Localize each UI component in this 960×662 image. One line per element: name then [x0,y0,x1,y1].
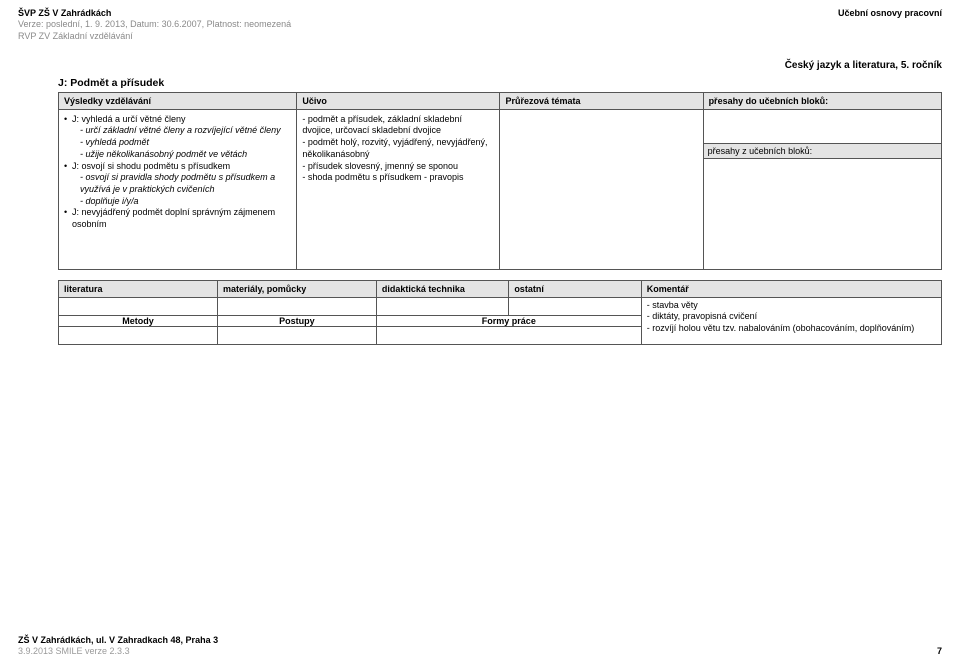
topic-title: J: Podmět a přísudek [58,77,942,89]
lh-komentar: Komentář [641,280,941,297]
lh-ostatni: ostatní [509,280,641,297]
lh-literatura: literatura [59,280,218,297]
header-left: ŠVP ZŠ V Zahrádkách Verze: poslední, 1. … [18,8,291,42]
main-table-header-row: Výsledky vzdělávání Učivo Průřezová téma… [59,92,942,109]
lh-metody: Metody [59,315,218,326]
pruz-cell [500,109,703,269]
lower-header-row: literatura materiály, pomůcky didaktická… [59,280,942,297]
header: ŠVP ZŠ V Zahrádkách Verze: poslední, 1. … [18,8,942,42]
cell-komentar: - stavba věty- diktáty, pravopisná cviče… [641,297,941,344]
cell-metody [59,326,218,344]
outcome-item: J: nevyjádřený podmět doplní správným zá… [64,207,291,230]
lh-postupy: Postupy [217,315,376,326]
outcome-sub: - osvojí si pravidla shody podmětu s pří… [72,172,291,195]
cell-didakticka [376,297,508,315]
lh-didakticka: didaktická technika [376,280,508,297]
footer: ZŠ V Zahrádkách, ul. V Zahradkach 48, Pr… [18,635,942,656]
cell-materialy [217,297,376,315]
outcome-sub: - vyhledá podmět [72,137,291,149]
footer-meta: 3.9.2013 SMILE verze 2.3.3 [18,646,130,656]
header-meta1: Verze: poslední, 1. 9. 2013, Datum: 30.6… [18,19,291,30]
main-table: Výsledky vzdělávání Učivo Průřezová téma… [58,92,942,270]
header-title: ŠVP ZŠ V Zahrádkách [18,8,291,19]
footer-address: ZŠ V Zahrádkách, ul. V Zahradkach 48, Pr… [18,635,942,645]
col-header-presahy: přesahy do učebních bloků: [703,92,941,109]
col-header-ucivo: Učivo [297,92,500,109]
header-right: Učební osnovy pracovní [838,8,942,18]
presahy-cell: přesahy z učebních bloků: [703,109,941,269]
cell-formy [376,326,641,344]
outcome-item: J: vyhledá a určí větné členy- určí zákl… [64,114,291,161]
page-number: 7 [937,646,942,656]
lower-row1: - stavba věty- diktáty, pravopisná cviče… [59,297,942,315]
cell-ostatni [509,297,641,315]
col-header-pruz: Průřezová témata [500,92,703,109]
outcomes-cell: J: vyhledá a určí větné členy- určí zákl… [59,109,297,269]
cell-literatura [59,297,218,315]
outcome-item: J: osvojí si shodu podmětu s přísudkem- … [64,161,291,208]
outcome-sub: - určí základní větné členy a rozvíjejíc… [72,125,291,137]
subject-line: Český jazyk a literatura, 5. ročník [18,60,942,71]
main-table-row: J: vyhledá a určí větné členy- určí zákl… [59,109,942,269]
lh-formy: Formy práce [376,315,641,326]
presahy-subheader: přesahy z učebních bloků: [703,143,942,159]
col-header-outcomes: Výsledky vzdělávání [59,92,297,109]
cell-postupy [217,326,376,344]
lh-materialy: materiály, pomůcky [217,280,376,297]
outcome-sub: - užije několikanásobný podmět ve větách [72,149,291,161]
lower-table: literatura materiály, pomůcky didaktická… [58,280,942,345]
outcome-sub: - doplňuje i/y/a [72,196,291,208]
ucivo-cell: - podmět a přísudek, základní skladební … [297,109,500,269]
header-meta2: RVP ZV Základní vzdělávání [18,31,291,42]
